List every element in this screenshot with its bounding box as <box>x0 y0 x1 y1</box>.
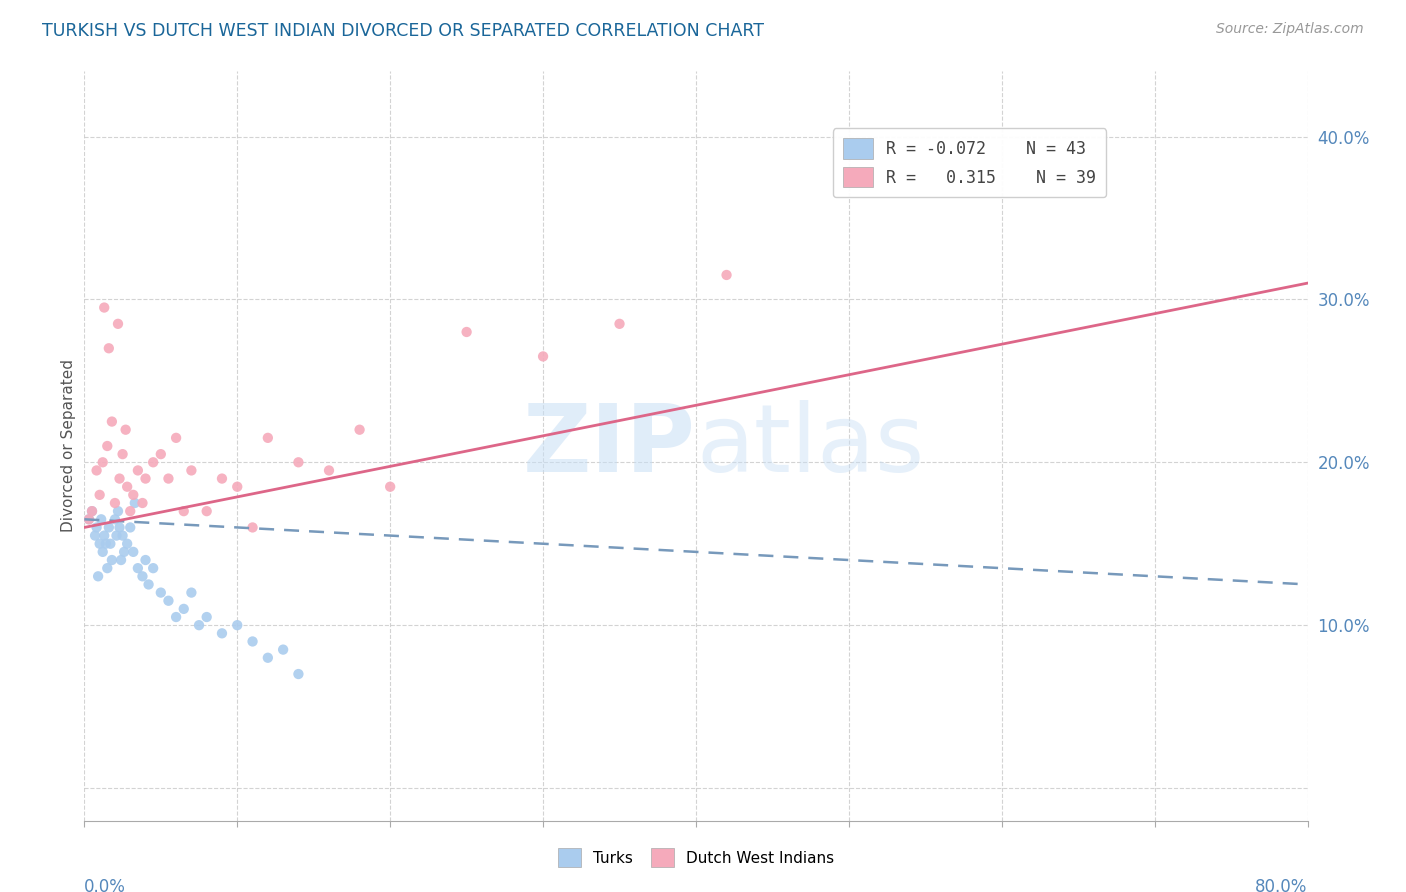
Point <box>287 455 309 469</box>
Point <box>86 520 108 534</box>
Point <box>93 301 115 315</box>
Point <box>531 350 554 364</box>
Point <box>195 610 218 624</box>
Point <box>716 268 738 282</box>
Point <box>456 325 478 339</box>
Point <box>195 504 218 518</box>
Point <box>114 423 136 437</box>
Point <box>98 537 121 551</box>
Point <box>138 577 160 591</box>
Point <box>122 488 145 502</box>
Point <box>142 455 165 469</box>
Point <box>104 512 127 526</box>
Point <box>104 496 127 510</box>
Point <box>157 593 180 607</box>
Point <box>120 504 142 518</box>
Point <box>108 472 131 486</box>
Point <box>90 512 112 526</box>
Point <box>94 537 117 551</box>
Point <box>96 561 118 575</box>
Point <box>131 496 153 510</box>
Point <box>124 496 146 510</box>
Point <box>380 480 402 494</box>
Point <box>80 504 103 518</box>
Point <box>226 618 249 632</box>
Point <box>96 439 118 453</box>
Point <box>101 553 124 567</box>
Point <box>110 553 132 567</box>
Point <box>242 634 264 648</box>
Point <box>173 602 195 616</box>
Point <box>165 431 187 445</box>
Point <box>115 537 138 551</box>
Point <box>77 512 100 526</box>
Text: Source: ZipAtlas.com: Source: ZipAtlas.com <box>1216 22 1364 37</box>
Point <box>165 610 187 624</box>
Point <box>135 553 157 567</box>
Point <box>149 447 172 461</box>
Point <box>91 545 114 559</box>
Point <box>157 472 180 486</box>
Point <box>257 650 280 665</box>
Point <box>211 626 233 640</box>
Point <box>226 480 249 494</box>
Point <box>84 528 107 542</box>
Point <box>349 423 371 437</box>
Point <box>180 463 202 477</box>
Point <box>97 341 120 355</box>
Point <box>87 569 110 583</box>
Text: atlas: atlas <box>696 400 924 492</box>
Point <box>111 528 134 542</box>
Point <box>271 642 294 657</box>
Point <box>149 585 172 599</box>
Point <box>89 537 111 551</box>
Point <box>105 528 128 542</box>
Point <box>318 463 340 477</box>
Point <box>112 545 135 559</box>
Point <box>131 569 153 583</box>
Legend: Turks, Dutch West Indians: Turks, Dutch West Indians <box>551 842 841 873</box>
Text: 0.0%: 0.0% <box>84 878 127 892</box>
Point <box>101 415 124 429</box>
Point <box>122 545 145 559</box>
Point <box>86 463 108 477</box>
Point <box>135 472 157 486</box>
Point <box>211 472 233 486</box>
Point <box>173 504 195 518</box>
Point <box>108 520 131 534</box>
Point <box>188 618 211 632</box>
Point <box>111 447 134 461</box>
Point <box>93 528 115 542</box>
Point <box>127 561 149 575</box>
Text: 80.0%: 80.0% <box>1256 878 1308 892</box>
Y-axis label: Divorced or Separated: Divorced or Separated <box>60 359 76 533</box>
Point <box>257 431 280 445</box>
Point <box>89 488 111 502</box>
Text: ZIP: ZIP <box>523 400 696 492</box>
Point <box>120 520 142 534</box>
Point <box>97 520 120 534</box>
Point <box>127 463 149 477</box>
Point <box>91 455 114 469</box>
Point <box>609 317 631 331</box>
Point <box>107 504 129 518</box>
Point <box>115 480 138 494</box>
Text: TURKISH VS DUTCH WEST INDIAN DIVORCED OR SEPARATED CORRELATION CHART: TURKISH VS DUTCH WEST INDIAN DIVORCED OR… <box>42 22 765 40</box>
Point <box>107 317 129 331</box>
Point <box>242 520 264 534</box>
Point <box>287 667 309 681</box>
Point <box>77 512 100 526</box>
Point <box>180 585 202 599</box>
Point <box>142 561 165 575</box>
Point <box>80 504 103 518</box>
